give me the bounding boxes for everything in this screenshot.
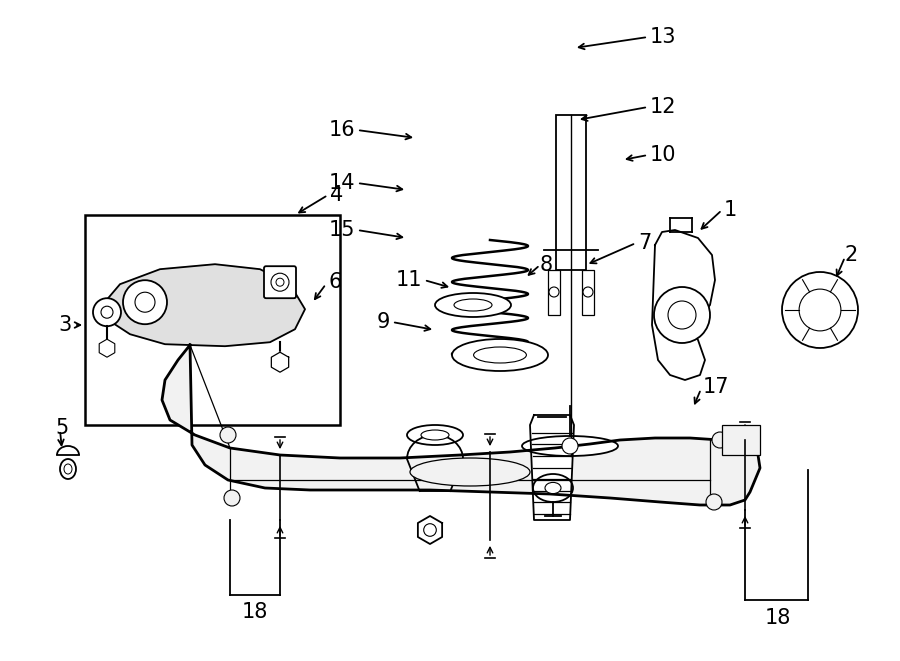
Circle shape (101, 306, 113, 318)
Text: 7: 7 (638, 233, 652, 253)
Text: 18: 18 (765, 608, 791, 628)
Ellipse shape (60, 459, 76, 479)
Bar (722, 425, 760, 455)
Text: 2: 2 (845, 245, 859, 265)
Circle shape (782, 272, 858, 348)
Text: 14: 14 (328, 173, 355, 193)
Bar (548, 270, 560, 315)
Ellipse shape (410, 458, 530, 486)
Circle shape (712, 432, 728, 448)
FancyBboxPatch shape (264, 266, 296, 298)
Polygon shape (418, 516, 442, 544)
Text: 3: 3 (58, 315, 72, 335)
Circle shape (276, 278, 284, 286)
Ellipse shape (407, 425, 463, 445)
Polygon shape (271, 352, 289, 372)
Text: 10: 10 (650, 145, 677, 165)
Text: 5: 5 (55, 418, 68, 438)
Ellipse shape (452, 339, 548, 371)
Polygon shape (530, 415, 574, 520)
Text: 12: 12 (650, 97, 677, 117)
Circle shape (562, 438, 578, 454)
Circle shape (135, 292, 155, 312)
Circle shape (549, 287, 559, 297)
Polygon shape (162, 345, 760, 505)
Bar (85, 215, 340, 425)
Circle shape (668, 301, 696, 329)
Ellipse shape (64, 464, 72, 474)
Ellipse shape (473, 347, 526, 363)
Text: 13: 13 (650, 27, 677, 47)
Circle shape (224, 490, 240, 506)
Circle shape (123, 280, 167, 324)
Circle shape (706, 494, 722, 510)
Ellipse shape (545, 483, 561, 494)
Text: 11: 11 (395, 270, 422, 290)
Ellipse shape (454, 299, 492, 311)
Circle shape (424, 524, 436, 536)
Ellipse shape (522, 436, 618, 456)
Bar (582, 270, 594, 315)
Text: 18: 18 (242, 602, 268, 622)
Text: 17: 17 (703, 377, 730, 397)
Circle shape (93, 298, 121, 326)
Text: 6: 6 (328, 272, 341, 292)
Text: 8: 8 (540, 255, 554, 275)
Ellipse shape (421, 430, 449, 440)
Text: 16: 16 (328, 120, 355, 140)
Ellipse shape (533, 474, 573, 502)
Circle shape (799, 289, 841, 331)
Bar (556, 115, 586, 270)
Ellipse shape (435, 293, 511, 317)
Polygon shape (652, 230, 715, 380)
Text: 9: 9 (376, 312, 390, 332)
Text: 1: 1 (724, 200, 737, 220)
Circle shape (271, 273, 289, 292)
Text: 15: 15 (328, 220, 355, 240)
Circle shape (654, 287, 710, 343)
Text: 4: 4 (330, 185, 343, 205)
Polygon shape (97, 264, 305, 346)
Circle shape (220, 427, 236, 443)
Circle shape (583, 287, 593, 297)
